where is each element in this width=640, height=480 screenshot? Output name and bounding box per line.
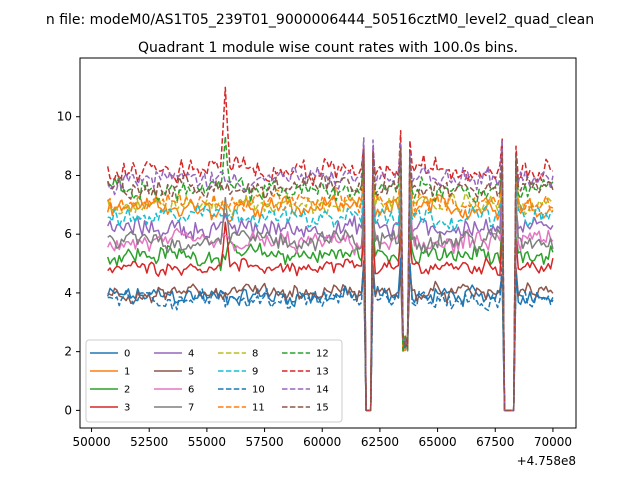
x-tick-label: 67500: [476, 435, 514, 449]
y-tick-label: 0: [64, 403, 72, 417]
y-tick-label: 4: [64, 286, 72, 300]
legend-label-2: 2: [124, 385, 130, 396]
series-line-5: [107, 261, 554, 412]
series-line-14: [106, 137, 554, 412]
series-line-9: [107, 179, 554, 412]
series-line-12: [107, 135, 554, 412]
chart-title: Quadrant 1 module wise count rates with …: [138, 40, 518, 56]
y-tick-label: 10: [57, 110, 72, 124]
x-tick-label: 62500: [361, 435, 399, 449]
legend-box: [85, 339, 343, 423]
series-line-15: [107, 146, 554, 412]
x-tick-label: 65000: [418, 435, 456, 449]
legend-label-3: 3: [124, 403, 130, 414]
series-line-1: [106, 169, 554, 412]
x-tick-label: 57500: [245, 435, 283, 449]
y-tick-label: 8: [64, 168, 72, 182]
series-line-11: [107, 160, 554, 412]
series-line-3: [107, 221, 554, 412]
legend-label-9: 9: [252, 367, 258, 378]
legend-label-1: 1: [124, 367, 130, 378]
legend-label-13: 13: [316, 367, 329, 378]
x-tick-label: 70000: [534, 435, 572, 449]
y-tick-label: 6: [64, 227, 72, 241]
series-line-13: [106, 86, 554, 412]
x-axis: 50000 52500 55000 57500 60000 62500 65000 67500…: [72, 428, 572, 449]
plot-frame: [79, 57, 577, 429]
figure-suptitle: n file: modeM0/AS1T05_239T01_9000006444_…: [46, 12, 594, 28]
x-tick-label: 60000: [303, 435, 341, 449]
legend-label-0: 0: [124, 349, 130, 360]
legend-label-4: 4: [188, 349, 194, 360]
x-tick-label: 50000: [72, 435, 110, 449]
x-tick-label: 55000: [188, 435, 226, 449]
y-tick-label: 2: [64, 345, 72, 359]
series-line-7: [107, 196, 554, 412]
legend-label-7: 7: [188, 403, 194, 414]
legend-label-11: 11: [252, 403, 265, 414]
series-line-10: [107, 257, 554, 412]
legend-label-14: 14: [316, 385, 329, 396]
legend-label-12: 12: [316, 349, 329, 360]
legend-label-10: 10: [252, 385, 265, 396]
legend-label-6: 6: [188, 385, 194, 396]
legend-label-8: 8: [252, 349, 258, 360]
legend-label-5: 5: [188, 367, 194, 378]
y-axis: 0 2 4 6 8 10: [57, 110, 80, 417]
x-tick-label: 52500: [130, 435, 168, 449]
series-layer: [106, 86, 554, 412]
series-line-0: [106, 257, 554, 412]
legend-label-15: 15: [316, 403, 329, 414]
x-offset-label: +4.758e8: [517, 454, 576, 468]
